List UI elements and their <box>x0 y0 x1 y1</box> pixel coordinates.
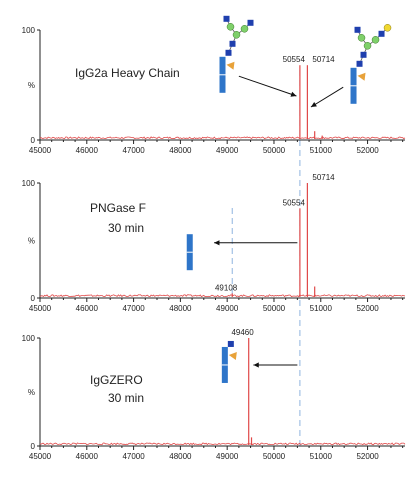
glcnac-square <box>229 40 236 47</box>
arrow-head <box>253 362 259 368</box>
peak-label: 50554 <box>283 55 306 64</box>
glcnac-square <box>223 15 230 22</box>
x-tick-label: 46000 <box>76 452 99 461</box>
y-tick-label: 0 <box>31 294 36 303</box>
glcnac-square <box>354 26 361 33</box>
x-tick-label: 46000 <box>76 304 99 313</box>
peak-label: 50714 <box>312 55 335 64</box>
glcnac-square <box>378 30 385 37</box>
y-tick-label: 0 <box>31 442 36 451</box>
mannose-circle <box>371 36 380 44</box>
x-tick-label: 46000 <box>76 146 99 155</box>
mannose-circle <box>357 34 366 42</box>
x-tick-label: 45000 <box>29 452 52 461</box>
g0-glycan-icon <box>219 15 254 93</box>
mannose-circle <box>240 25 249 33</box>
y-tick-label: 100 <box>22 334 36 343</box>
y-tick-label: 100 <box>22 26 36 35</box>
reference-lines <box>231 70 301 446</box>
g1-glycan-icon <box>350 24 392 104</box>
peak-label: 50554 <box>283 198 306 207</box>
x-tick-label: 48000 <box>169 304 192 313</box>
x-tick-label: 50000 <box>263 304 286 313</box>
panel-subtitle: 30 min <box>108 391 144 405</box>
arrow-head <box>310 101 317 107</box>
y-tick-label: % <box>28 388 35 397</box>
x-tick-label: 49000 <box>216 146 239 155</box>
glcnac-square <box>356 60 363 67</box>
glcnac-square <box>360 51 367 58</box>
glcnac-square <box>227 340 234 347</box>
panel-title: IgG2a Heavy Chain <box>75 66 180 80</box>
x-tick-label: 52000 <box>356 452 379 461</box>
fucose-triangle <box>226 61 235 70</box>
arrow-head <box>290 91 297 97</box>
x-tick-label: 47000 <box>122 452 145 461</box>
x-tick-label: 52000 <box>356 146 379 155</box>
fucose-triangle <box>357 72 366 81</box>
glcnac-square <box>225 49 232 56</box>
x-tick-label: 51000 <box>310 146 333 155</box>
mannose-circle <box>226 23 235 31</box>
mannose-circle <box>363 42 372 50</box>
x-tick-label: 49000 <box>216 304 239 313</box>
y-tick-label: 0 <box>31 136 36 145</box>
peak-label: 49460 <box>231 328 254 337</box>
deglycosylated-icon <box>186 234 193 271</box>
panel-title: IgGZERO <box>90 373 143 387</box>
y-tick-label: % <box>28 81 35 90</box>
core-fucose-glycan-icon <box>221 340 237 383</box>
x-tick-label: 50000 <box>263 146 286 155</box>
x-tick-label: 51000 <box>310 304 333 313</box>
x-tick-label: 51000 <box>310 452 333 461</box>
spectrum-trace <box>39 442 406 446</box>
x-tick-label: 45000 <box>29 304 52 313</box>
x-tick-label: 52000 <box>356 304 379 313</box>
x-tick-label: 50000 <box>263 452 286 461</box>
panel-subtitle: 30 min <box>108 221 144 235</box>
x-tick-label: 48000 <box>169 146 192 155</box>
spectrum-trace <box>39 294 406 298</box>
annotation-arrow <box>238 75 297 97</box>
fucose-triangle <box>228 351 237 360</box>
x-tick-label: 49000 <box>216 452 239 461</box>
galactose-circle <box>383 24 392 32</box>
panel-title: PNGase F <box>90 201 146 215</box>
x-tick-label: 47000 <box>122 146 145 155</box>
peak-label: 50714 <box>312 173 335 182</box>
x-tick-label: 47000 <box>122 304 145 313</box>
mannose-circle <box>232 31 241 39</box>
arrow-head <box>214 240 220 246</box>
x-tick-label: 48000 <box>169 452 192 461</box>
annotation-arrow <box>310 86 344 108</box>
spectrum-trace <box>39 136 406 140</box>
y-tick-label: 100 <box>22 179 36 188</box>
y-tick-label: % <box>28 237 35 246</box>
peak-label: 49108 <box>215 283 238 292</box>
glcnac-square <box>247 19 254 26</box>
x-tick-label: 45000 <box>29 146 52 155</box>
